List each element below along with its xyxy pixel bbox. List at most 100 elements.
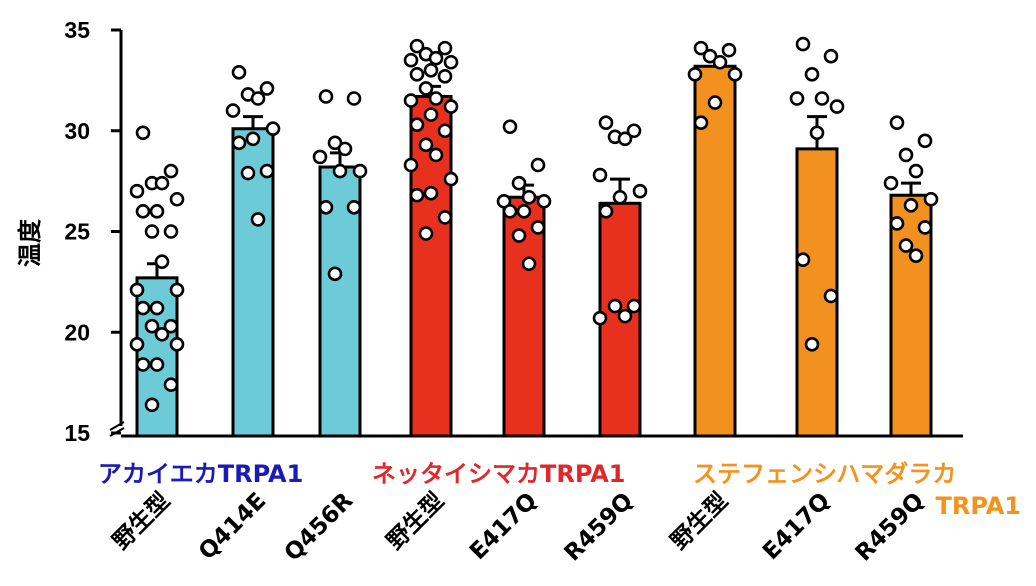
y-tick-label: 30 [64,118,90,144]
data-point [502,204,518,219]
data-point [917,220,933,235]
category-label: 野生型 [666,488,733,555]
data-point [814,91,830,106]
data-point [135,204,151,219]
data-point [135,125,151,141]
data-point [169,337,185,352]
category-label: Q414E [194,488,271,565]
data-point [898,147,914,163]
data-point [337,141,353,157]
data-point [502,119,518,135]
data-point [889,115,905,130]
data-point [617,131,633,147]
data-point [530,220,546,235]
category-label: E417Q [465,488,542,565]
data-point [521,256,537,272]
data-point [592,310,608,326]
data-point [903,198,919,213]
data-point [240,165,256,181]
data-point [129,183,145,199]
data-point [789,91,805,106]
data-point [617,308,633,324]
data-point [312,149,328,165]
data-point [409,117,425,133]
data-point [135,357,151,372]
data-point [889,216,905,231]
data-point [632,183,648,199]
data-point [250,91,266,106]
group-label: ネッタイシマカTRPA1 [372,460,626,488]
data-point [250,212,266,227]
data-point [423,107,439,122]
data-point [804,67,820,82]
data-point [129,337,145,352]
data-point [129,282,145,298]
data-point [693,115,709,130]
data-point [423,185,439,201]
data-point [626,298,642,314]
data-point [418,81,434,96]
y-tick-label: 25 [64,219,90,245]
data-point [318,89,334,104]
data-point [516,204,532,219]
data-point [163,318,179,334]
data-point [163,163,179,179]
data-point [536,193,552,209]
data-point [169,191,185,207]
data-point [423,63,439,78]
data-point [352,163,368,179]
data-point [403,52,419,68]
data-point [795,36,811,52]
data-point [265,121,281,137]
data-point [809,125,825,141]
category-label: E417Q [758,488,835,565]
y-tick-label: 35 [64,17,90,43]
data-point [135,300,151,316]
data-point [443,171,459,187]
data-point [154,175,170,191]
y-tick-label: 20 [64,319,90,345]
data-point [225,103,241,118]
group-label: アカイエカTRPA1 [98,460,303,488]
data-point [727,67,743,82]
data-point [693,40,709,56]
data-point [511,228,527,243]
data-point [823,288,839,304]
data-point [163,377,179,392]
data-point [149,300,165,316]
data-point [437,123,453,139]
y-axis-label: 温度 [16,218,44,267]
data-point [443,54,459,70]
data-point [332,163,348,179]
data-point [598,204,614,219]
data-point [592,167,608,183]
data-point [154,326,170,342]
data-point [163,224,179,239]
data-point [144,318,160,334]
bar [889,193,933,438]
data-points-group [129,36,939,413]
data-point [898,238,914,253]
data-point [403,157,419,173]
data-point [908,248,924,263]
data-point [721,42,737,58]
data-point [418,226,434,241]
data-point [259,163,275,179]
bar [231,127,275,438]
category-label: 野生型 [382,488,449,555]
category-label: Q456R [280,488,359,567]
data-point [409,67,425,82]
group-label: ステフェンシハマダラカ [693,460,956,488]
group-label: TRPA1 [935,492,1021,520]
data-point [169,282,185,298]
data-point [144,224,160,239]
data-point [259,81,275,96]
data-point [346,200,362,215]
data-point [707,95,723,110]
data-point [418,137,434,153]
category-label: R459Q [851,488,930,567]
data-point [612,189,628,205]
category-label: R459Q [560,488,639,567]
data-point [823,48,839,64]
data-point [917,133,933,149]
